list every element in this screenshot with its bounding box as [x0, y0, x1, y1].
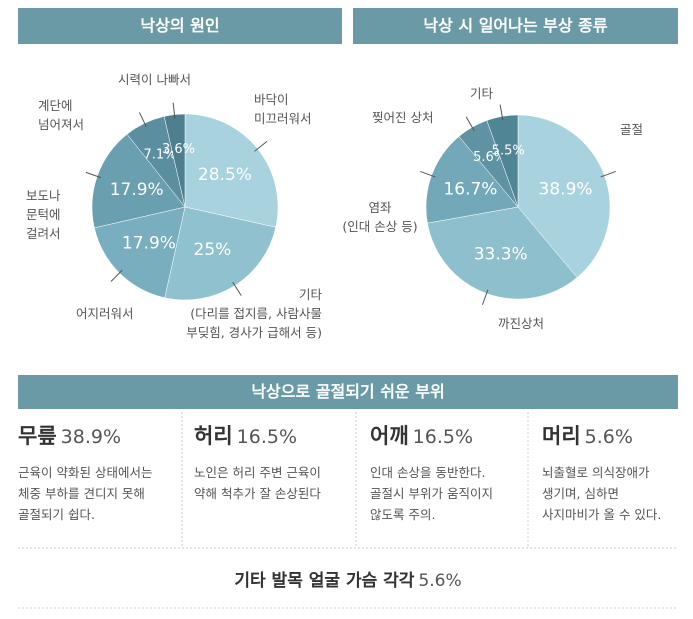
other-parts: 기타 발목 얼굴 가슴 각각 5.6%: [18, 566, 678, 591]
category-label: 까진상처: [498, 316, 545, 331]
part-share: 5.6%: [584, 426, 633, 448]
leader-line: [254, 140, 268, 152]
part: 어깨 16.5% 인대 손상을 동반한다. 골절시 부위가 움직이지 않도록 주의.: [370, 420, 535, 525]
section-title: 낙상으로 골절되기 쉬운 부위: [18, 375, 678, 409]
category-label: 계단에 넘어져서: [38, 98, 85, 132]
leader-line: [110, 269, 123, 282]
category-label: 기타: [470, 86, 494, 101]
part-text: 뇌출혈로 의식장애가 생기며, 심하면 사지마비가 올 수 있다.: [542, 465, 662, 522]
leader-line: [499, 104, 504, 121]
category-label: 찢어진 상처: [372, 110, 434, 125]
leader-line: [420, 170, 436, 178]
category-label: 시력이 나빠서: [118, 72, 191, 87]
value-label: 3.6%: [162, 142, 195, 157]
part-text: 인대 손상을 동반한다. 골절시 부위가 움직이지 않도록 주의.: [370, 465, 493, 522]
category-label: 어지러워서: [76, 306, 134, 321]
leader-line: [172, 102, 176, 119]
value-label: 25%: [194, 240, 232, 260]
category-label: 보도나 문턱에 걸려서: [26, 188, 61, 241]
leader-line: [481, 289, 489, 305]
value-label: 16.7%: [443, 180, 497, 200]
part-share: 5.6%: [418, 571, 462, 591]
chart-title: 낙상의 원인: [18, 8, 342, 44]
part-text: 근육이 약화된 상태에서는 체중 부하를 견디지 못해 골절되기 쉽다.: [18, 465, 153, 522]
part-name: 기타 발목 얼굴 가슴 각각: [234, 571, 415, 591]
part: 무릎 38.9% 근육이 약화된 상태에서는 체중 부하를 견디지 못해 골절되기 …: [18, 420, 183, 525]
value-label: 33.3%: [474, 245, 528, 265]
category-label: 골절: [620, 122, 644, 137]
part-text: 노인은 허리 주변 근육이 약해 척추가 잘 손상된다: [194, 465, 321, 501]
leader-line: [600, 170, 616, 178]
leader-line: [138, 112, 147, 128]
value-label: 17.9%: [122, 233, 176, 253]
value-label: 28.5%: [198, 165, 252, 185]
part-name: 허리: [194, 424, 233, 448]
part: 허리 16.5% 노인은 허리 주변 근육이 약해 척추가 잘 손상된다: [194, 420, 359, 504]
part-share: 16.5%: [412, 426, 473, 448]
part-name: 어깨: [370, 424, 409, 448]
part: 머리 5.6% 뇌출혈로 의식장애가 생기며, 심하면 사지마비가 올 수 있다.: [542, 420, 692, 525]
value-label: 17.9%: [110, 180, 164, 200]
value-label: 7.1%: [143, 148, 176, 163]
category-label: 염좌 (인대 손상 등): [342, 200, 418, 234]
value-label: 38.9%: [539, 180, 593, 200]
category-label: 바닥이 미끄러워서: [254, 92, 312, 126]
leader-line: [465, 116, 475, 131]
chart-title: 낙상 시 일어나는 부상 종류: [353, 8, 678, 44]
leader-line: [85, 171, 102, 179]
part-share: 38.9%: [60, 426, 121, 448]
part-name: 머리: [542, 424, 581, 448]
leader-line: [232, 281, 242, 296]
part-name: 무릎: [18, 424, 57, 448]
value-label: 5.6%: [473, 150, 506, 165]
part-share: 16.5%: [236, 426, 297, 448]
value-label: 5.5%: [492, 143, 525, 158]
category-label: 기타 (다리를 접지름, 사람사물 부딪힘, 경사가 급해서 등): [186, 287, 322, 340]
